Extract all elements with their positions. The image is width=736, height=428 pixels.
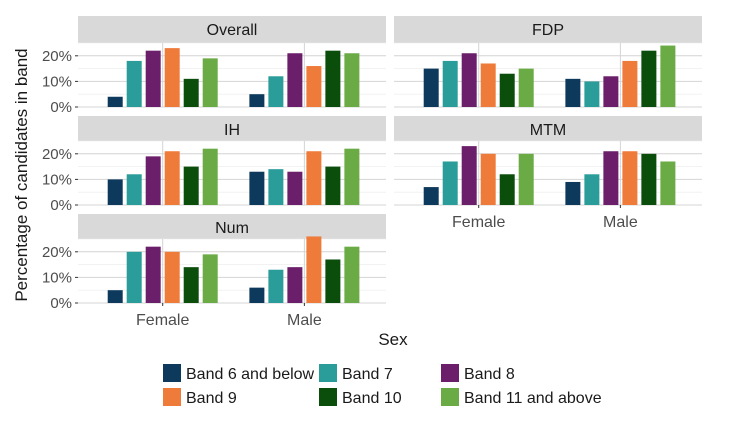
bar-ih-female-band-6 (202, 148, 218, 205)
bar-num-male-band-5 (325, 259, 341, 303)
bar-overall-male-band-1 (249, 94, 265, 107)
bar-mtm-female-band-6 (518, 153, 534, 205)
bar-fdp-female-band-2 (442, 60, 458, 107)
y-tick-label: 10% (42, 269, 72, 286)
legend-swatch-band-4 (163, 388, 181, 406)
bar-fdp-male-band-2 (584, 81, 600, 107)
x-axis-title: Sex (378, 330, 408, 349)
bar-ih-female-band-1 (107, 179, 123, 205)
panel-strip-mtm (394, 116, 702, 143)
bar-num-male-band-1 (249, 287, 265, 303)
bar-num-female-band-5 (183, 267, 199, 303)
bar-num-female-band-6 (202, 254, 218, 303)
panel-strip-ih (78, 116, 386, 143)
legend-label-band-1: Band 6 and below (186, 366, 315, 383)
y-tick-label: 0% (50, 197, 72, 214)
bar-fdp-male-band-4 (622, 60, 638, 107)
bar-overall-male-band-4 (306, 66, 322, 107)
x-tick-label: Male (287, 312, 322, 329)
legend-swatch-band-3 (441, 364, 459, 382)
bar-ih-female-band-2 (126, 174, 142, 205)
legend-label-band-5: Band 10 (342, 390, 402, 407)
bar-fdp-male-band-6 (660, 45, 676, 107)
bar-mtm-male-band-6 (660, 161, 676, 205)
bar-num-male-band-3 (287, 267, 303, 303)
bar-fdp-male-band-5 (641, 50, 657, 107)
bar-overall-male-band-2 (268, 76, 284, 107)
legend-label-band-3: Band 8 (464, 366, 515, 383)
bar-fdp-female-band-5 (499, 73, 515, 107)
bar-overall-female-band-5 (183, 78, 199, 107)
panel-strip-num (78, 214, 386, 241)
y-tick-label: 20% (42, 146, 72, 163)
legend-swatch-band-6 (441, 388, 459, 406)
bar-fdp-male-band-3 (603, 76, 619, 107)
bar-num-male-band-2 (268, 269, 284, 303)
bar-num-female-band-1 (107, 290, 123, 303)
bar-overall-male-band-5 (325, 50, 341, 107)
panel-title-num: Num (215, 220, 249, 237)
legend-swatch-band-2 (319, 364, 337, 382)
y-tick-label: 10% (42, 73, 72, 90)
panel-strip-overall (78, 16, 386, 43)
bar-ih-male-band-6 (344, 148, 360, 205)
bar-fdp-female-band-6 (518, 68, 534, 107)
bar-fdp-female-band-4 (480, 63, 496, 107)
bar-ih-male-band-2 (268, 169, 284, 205)
bar-ih-male-band-4 (306, 151, 322, 205)
bar-mtm-female-band-5 (499, 174, 515, 205)
y-tick-label: 0% (50, 295, 72, 312)
bar-num-male-band-6 (344, 246, 360, 303)
bar-mtm-female-band-3 (461, 146, 477, 205)
y-axis-title: Percentage of candidates in band (12, 48, 31, 301)
panel-title-overall: Overall (207, 22, 258, 39)
bar-ih-male-band-1 (249, 171, 265, 205)
y-tick-label: 0% (50, 99, 72, 116)
bar-num-male-band-4 (306, 236, 322, 303)
x-tick-label: Male (603, 214, 638, 231)
bar-overall-male-band-6 (344, 53, 360, 107)
bar-mtm-male-band-5 (641, 153, 657, 205)
legend-swatch-band-1 (163, 364, 181, 382)
bar-overall-female-band-1 (107, 96, 123, 107)
panel-title-mtm: MTM (530, 122, 566, 139)
bar-num-female-band-3 (145, 246, 161, 303)
bar-overall-female-band-6 (202, 58, 218, 107)
bar-mtm-male-band-3 (603, 151, 619, 205)
bar-num-female-band-2 (126, 251, 142, 303)
bar-fdp-female-band-1 (423, 68, 439, 107)
bar-mtm-female-band-2 (442, 161, 458, 205)
bar-ih-female-band-3 (145, 156, 161, 205)
bar-mtm-male-band-1 (565, 181, 581, 205)
x-tick-label: Female (452, 214, 505, 231)
bar-ih-male-band-5 (325, 166, 341, 205)
bar-overall-female-band-4 (164, 48, 180, 107)
y-tick-label: 20% (42, 48, 72, 65)
legend-label-band-4: Band 9 (186, 390, 237, 407)
bar-mtm-female-band-4 (480, 153, 496, 205)
x-tick-label: Female (136, 312, 189, 329)
bar-mtm-female-band-1 (423, 187, 439, 205)
bar-fdp-female-band-3 (461, 53, 477, 107)
panel-strip-fdp (394, 16, 702, 43)
bar-mtm-male-band-2 (584, 174, 600, 205)
bar-ih-female-band-5 (183, 166, 199, 205)
bar-overall-male-band-3 (287, 53, 303, 107)
bar-overall-female-band-3 (145, 50, 161, 107)
bar-fdp-male-band-1 (565, 78, 581, 107)
bar-ih-male-band-3 (287, 171, 303, 205)
legend-label-band-2: Band 7 (342, 366, 393, 383)
legend-label-band-6: Band 11 and above (464, 390, 602, 407)
panel-title-fdp: FDP (532, 22, 564, 39)
bar-ih-female-band-4 (164, 151, 180, 205)
panel-title-ih: IH (224, 122, 240, 139)
bar-mtm-male-band-4 (622, 151, 638, 205)
y-tick-label: 20% (42, 244, 72, 261)
legend-swatch-band-5 (319, 388, 337, 406)
bar-num-female-band-4 (164, 251, 180, 303)
y-tick-label: 10% (42, 171, 72, 188)
bar-overall-female-band-2 (126, 60, 142, 107)
